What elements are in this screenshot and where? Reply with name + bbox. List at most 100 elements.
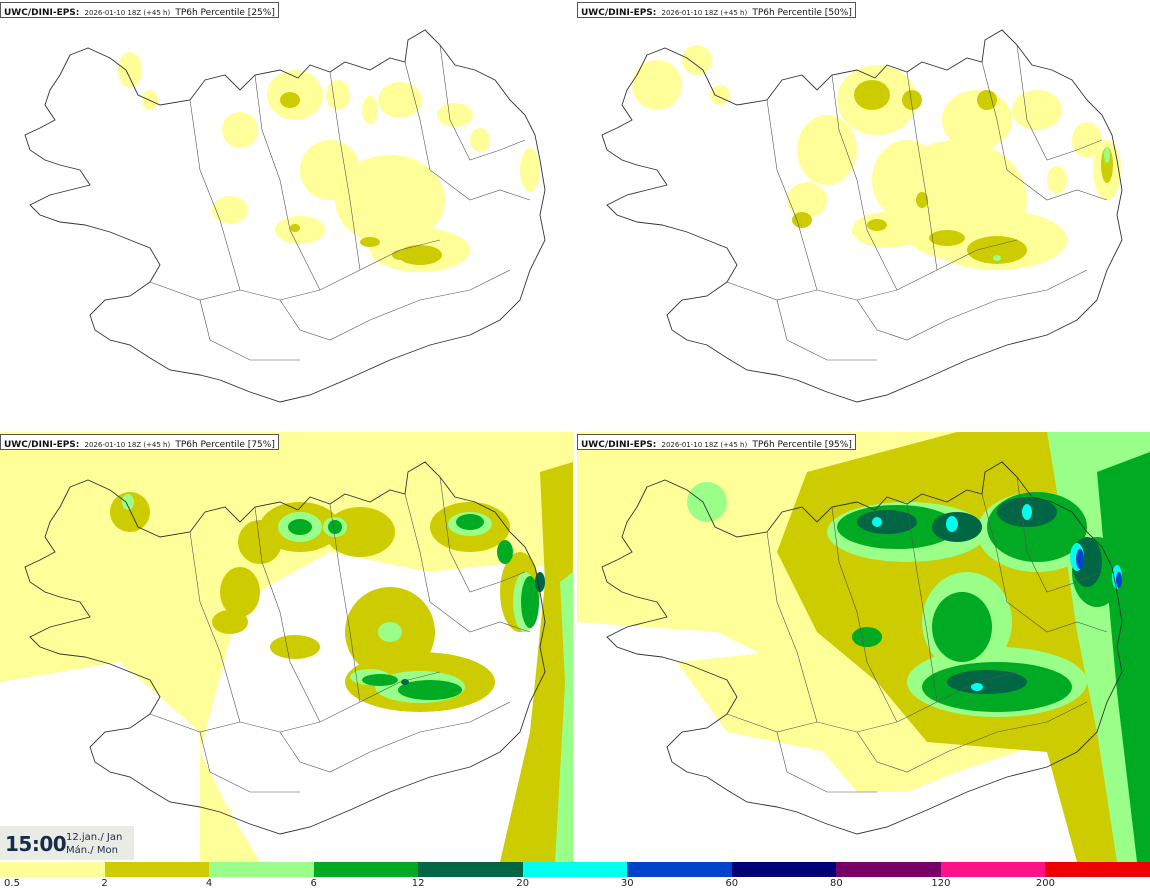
precip-area: [456, 514, 484, 530]
road-line: [199, 731, 300, 793]
legend-swatch: [313, 862, 419, 877]
precip-area: [288, 519, 312, 535]
precip-map-p25: [24, 29, 546, 403]
precip-map-p50: [601, 29, 1123, 403]
precip-area: [971, 683, 983, 691]
precip-area: [497, 540, 513, 564]
precip-area: [1022, 504, 1032, 520]
legend-swatch: [418, 862, 523, 877]
valid-date-line2: Mán./ Mon: [66, 845, 118, 856]
legend-label: 12: [411, 878, 425, 889]
precip-area: [993, 255, 1001, 261]
precip-area: [122, 494, 134, 510]
precip-area: [867, 219, 887, 231]
model-name: UWC/DINI-EPS: [4, 8, 76, 18]
road-line: [981, 61, 1108, 201]
coastline: [601, 29, 1123, 403]
model-name: UWC/DINI-EPS: [4, 440, 76, 450]
map-panel-p95: UWC/DINI-EPS: 2026-01-10 18Z (+45 h) TP6…: [577, 432, 1150, 862]
valid-date: 12.jan./ Jan Mán./ Mon: [66, 831, 122, 857]
road-line: [726, 671, 1018, 733]
run-time: 2026-01-10 18Z (+45 h): [84, 441, 171, 449]
coastline: [24, 461, 546, 835]
legend-label: 80: [829, 878, 843, 889]
precip-area: [792, 212, 812, 228]
road-line: [279, 701, 511, 773]
color-legend: 0.5 2 4 6 12 20 30 60 80 120 200: [0, 862, 1150, 891]
precip-area: [916, 192, 928, 208]
precip-area: [872, 140, 942, 220]
precip-area: [290, 224, 300, 232]
road-line: [856, 701, 1088, 773]
road-line: [254, 74, 321, 291]
legend-label: 60: [725, 878, 739, 889]
precip-area: [682, 45, 712, 75]
precip-area: [852, 627, 882, 647]
precip-area: [360, 237, 380, 247]
precip-area: [929, 230, 965, 246]
road-line: [329, 71, 361, 271]
precip-area: [1047, 166, 1067, 194]
run-time: 2026-01-10 18Z (+45 h): [661, 441, 748, 449]
precip-area: [220, 567, 260, 617]
precip-area: [328, 520, 342, 534]
road-line: [404, 61, 531, 201]
precip-area: [1104, 147, 1110, 163]
road-line: [279, 269, 511, 341]
product-name: TP6h Percentile [25%]: [175, 8, 275, 18]
road-line: [776, 731, 877, 793]
precip-area: [270, 635, 320, 659]
precip-area: [535, 572, 545, 592]
road-line: [149, 239, 441, 301]
map-panel-p50: UWC/DINI-EPS: 2026-01-10 18Z (+45 h) TP6…: [577, 0, 1150, 430]
legend-label: 6: [310, 878, 317, 889]
precip-area: [947, 670, 1027, 694]
precip-area: [977, 90, 997, 110]
precip-area: [222, 112, 258, 148]
precip-area: [687, 482, 727, 522]
legend-swatch: [627, 862, 732, 877]
precip-area: [710, 85, 730, 105]
legend-swatch: [940, 862, 1046, 877]
road-line: [149, 671, 441, 733]
valid-time-box: 15:00 12.jan./ Jan Mán./ Mon: [0, 826, 134, 860]
road-line: [981, 493, 1108, 633]
precip-area: [500, 462, 573, 862]
road-line: [766, 99, 818, 291]
road-line: [439, 476, 526, 593]
legend-swatch: [1045, 862, 1150, 877]
precip-area: [797, 115, 857, 185]
legend-swatch: [522, 862, 628, 877]
road-line: [1016, 44, 1103, 161]
road-line: [906, 71, 938, 271]
valid-date-line1: 12.jan./ Jan: [66, 832, 123, 843]
panel-title: UWC/DINI-EPS: 2026-01-10 18Z (+45 h) TP6…: [577, 2, 856, 18]
legend-swatch: [209, 862, 314, 877]
product-name: TP6h Percentile [50%]: [752, 8, 852, 18]
road-line: [329, 503, 361, 703]
panel-title: UWC/DINI-EPS: 2026-01-10 18Z (+45 h) TP6…: [0, 434, 279, 450]
precip-area: [118, 52, 142, 88]
map-panel-p75: UWC/DINI-EPS: 2026-01-10 18Z (+45 h) TP6…: [0, 432, 573, 862]
legend-label: 30: [620, 878, 634, 889]
road-line: [439, 44, 526, 161]
precip-area: [1101, 147, 1113, 183]
dry-area: [0, 662, 200, 862]
valid-time: 15:00: [5, 832, 67, 856]
legend-label: 20: [516, 878, 530, 889]
precip-area: [1076, 549, 1084, 569]
precip-area: [632, 60, 682, 110]
precip-area: [677, 652, 907, 762]
precip-area: [362, 96, 378, 124]
precip-area: [335, 155, 445, 245]
legend-label: 4: [205, 878, 213, 889]
model-name: UWC/DINI-EPS: [581, 440, 653, 450]
precip-area: [1116, 572, 1122, 588]
road-line: [766, 531, 818, 723]
precip-area: [967, 236, 1027, 264]
legend-swatch: [836, 862, 941, 877]
legend-label: 200: [1035, 878, 1055, 889]
precip-area: [110, 492, 150, 532]
run-time: 2026-01-10 18Z (+45 h): [84, 9, 171, 17]
model-name: UWC/DINI-EPS: [581, 8, 653, 18]
